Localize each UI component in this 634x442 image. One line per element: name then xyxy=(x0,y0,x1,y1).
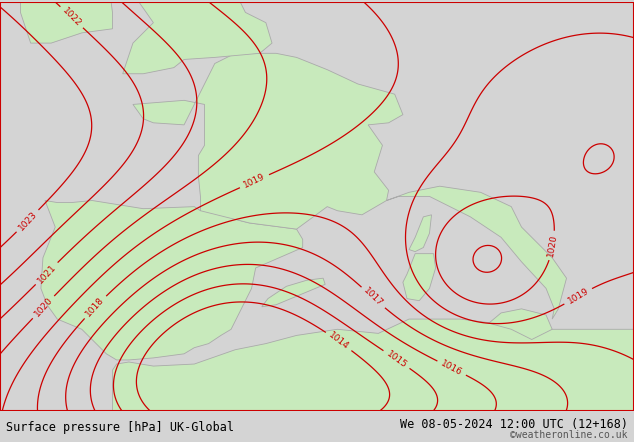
Polygon shape xyxy=(387,186,567,319)
Text: 1022: 1022 xyxy=(60,6,83,28)
Text: 1019: 1019 xyxy=(242,172,267,190)
Text: 1015: 1015 xyxy=(385,349,408,370)
Text: 1017: 1017 xyxy=(362,286,385,309)
Text: Surface pressure [hPa] UK-Global: Surface pressure [hPa] UK-Global xyxy=(6,421,235,434)
Text: We 08-05-2024 12:00 UTC (12+168): We 08-05-2024 12:00 UTC (12+168) xyxy=(399,418,628,431)
Polygon shape xyxy=(41,201,302,360)
Polygon shape xyxy=(409,215,432,251)
Polygon shape xyxy=(112,0,272,74)
Text: 1023: 1023 xyxy=(16,210,39,232)
Text: 1021: 1021 xyxy=(36,262,58,285)
Polygon shape xyxy=(403,254,436,301)
Text: 1018: 1018 xyxy=(84,296,107,319)
Text: ©weatheronline.co.uk: ©weatheronline.co.uk xyxy=(510,430,628,440)
Text: 1019: 1019 xyxy=(566,286,590,306)
Polygon shape xyxy=(112,319,634,411)
Polygon shape xyxy=(20,0,112,43)
Polygon shape xyxy=(262,278,325,307)
Text: 1020: 1020 xyxy=(547,233,559,258)
Polygon shape xyxy=(489,309,552,339)
Text: 1016: 1016 xyxy=(439,359,464,377)
Text: 1014: 1014 xyxy=(327,331,351,352)
Polygon shape xyxy=(133,53,403,229)
Text: 1020: 1020 xyxy=(32,296,55,319)
